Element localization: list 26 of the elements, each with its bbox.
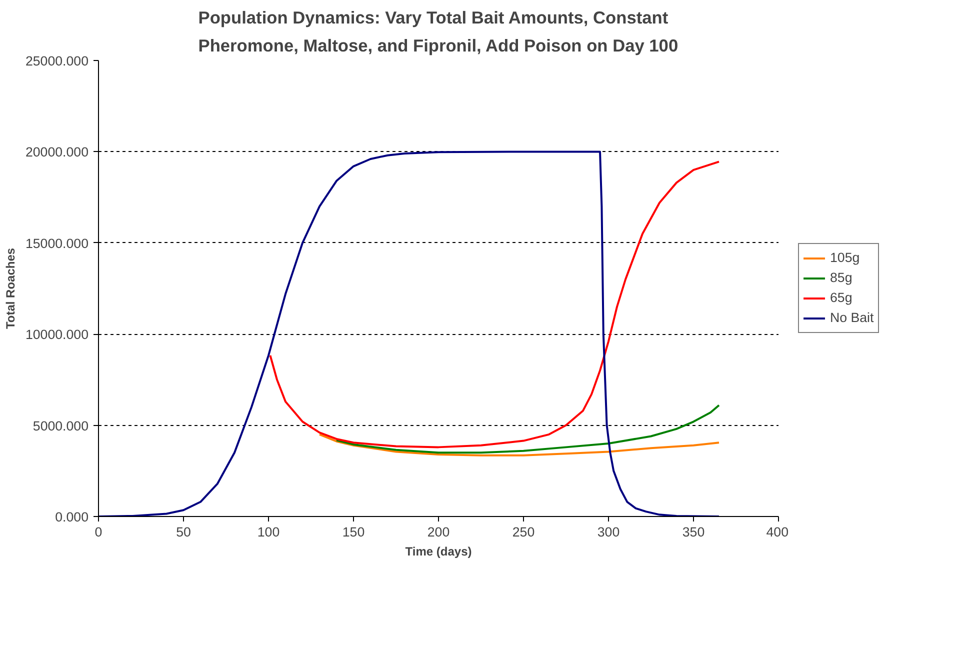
y-tick-label: 10000.000 bbox=[25, 327, 89, 342]
x-tick-label: 400 bbox=[766, 524, 789, 540]
x-tick-label: 50 bbox=[176, 524, 191, 540]
legend-label: 65g bbox=[830, 290, 852, 305]
x-axis-title: Time (days) bbox=[405, 544, 472, 558]
x-tick-label: 100 bbox=[257, 524, 280, 540]
x-tick-label: 300 bbox=[597, 524, 620, 540]
legend-label: 105g bbox=[830, 250, 860, 265]
line-series bbox=[98, 150, 720, 516]
legend-label: 85g bbox=[830, 270, 852, 285]
line-series bbox=[336, 404, 720, 454]
y-tick-label: 15000.000 bbox=[25, 236, 89, 251]
y-tick-label: 20000.000 bbox=[25, 144, 89, 160]
line-series bbox=[318, 433, 720, 456]
y-tick-label: 5000.000 bbox=[32, 418, 89, 434]
y-tick-label: 25000.000 bbox=[25, 54, 89, 68]
x-tick-label: 200 bbox=[427, 524, 450, 540]
x-tick-label: 0 bbox=[94, 524, 102, 540]
chart-title: Population Dynamics: Vary Total Bait Amounts, Constant Pheromone, Maltose, and Fipronil, Add Poison on Day 100 bbox=[198, 8, 678, 56]
legend-label: No Bait bbox=[830, 310, 874, 325]
x-tick-label: 350 bbox=[682, 524, 705, 540]
y-axis-title: Total Roaches bbox=[3, 248, 18, 330]
x-tick-label: 250 bbox=[512, 524, 535, 540]
y-tick-label: 0.000 bbox=[55, 510, 89, 524]
x-tick-label: 150 bbox=[342, 524, 365, 540]
line-series bbox=[269, 160, 720, 448]
